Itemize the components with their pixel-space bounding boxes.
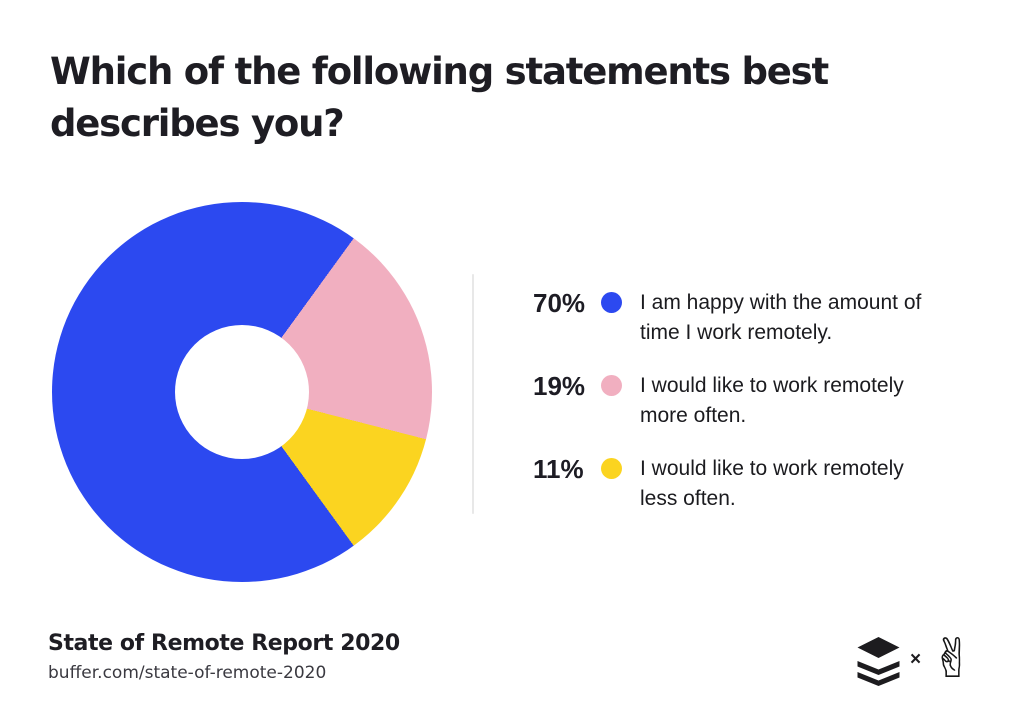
- page-title: Which of the following statements best d…: [50, 46, 950, 150]
- legend-dot-blue: [601, 292, 622, 313]
- report-title: State of Remote Report 2020: [48, 631, 400, 656]
- chart-legend: 70% I am happy with the amount of time I…: [533, 288, 942, 514]
- report-url: buffer.com/state-of-remote-2020: [48, 663, 327, 683]
- title-line-2: describes you?: [50, 102, 345, 145]
- legend-dot-yellow: [601, 458, 622, 479]
- logo-separator: ×: [910, 649, 922, 670]
- legend-percent: 11%: [533, 454, 584, 484]
- donut-chart: [52, 202, 432, 582]
- legend-item: 19% I would like to work remotely more o…: [533, 371, 942, 431]
- legend-label: I would like to work remotely less often…: [640, 457, 904, 510]
- legend-item: 11% I would like to work remotely less o…: [533, 454, 942, 514]
- legend-percent: 70%: [533, 288, 586, 318]
- legend-divider: [472, 274, 474, 514]
- peace-hand-logo-icon: ✌: [930, 627, 976, 690]
- title-line-1: Which of the following statements best: [50, 50, 829, 93]
- legend-label: I am happy with the amount of time I wor…: [640, 291, 922, 344]
- legend-dot-pink: [601, 375, 622, 396]
- footer-logos: × ✌: [856, 627, 986, 692]
- legend-item: 70% I am happy with the amount of time I…: [533, 288, 942, 348]
- legend-label: I would like to work remotely more often…: [640, 374, 904, 427]
- legend-percent: 19%: [533, 371, 586, 401]
- buffer-logo-icon: [857, 637, 900, 686]
- donut-hole: [175, 325, 309, 459]
